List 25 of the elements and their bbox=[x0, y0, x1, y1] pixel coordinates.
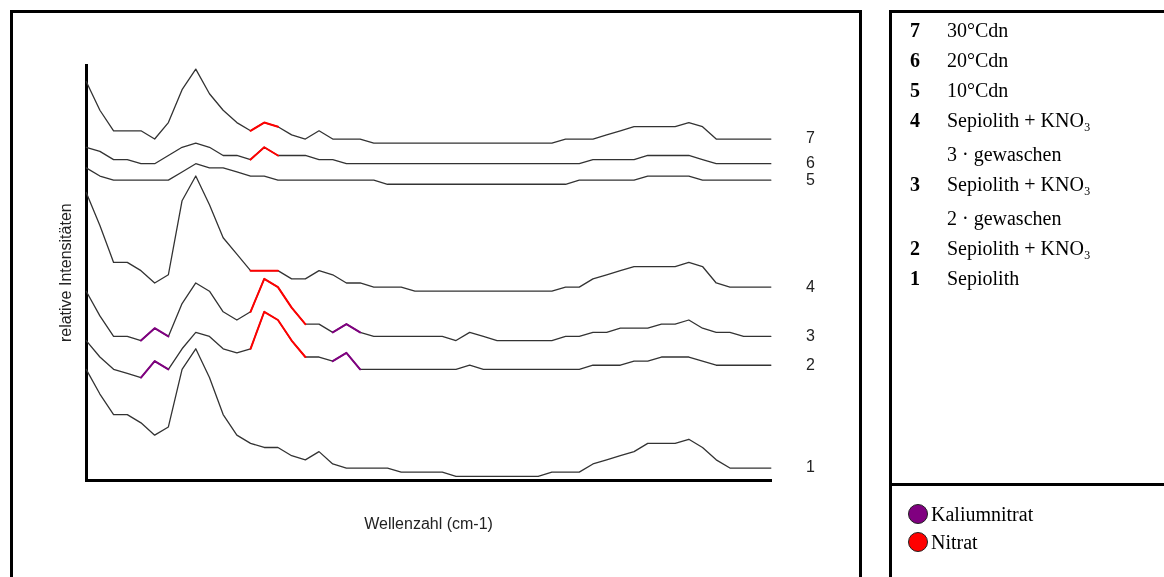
text: 7 bbox=[910, 19, 920, 41]
text: 2 bbox=[806, 355, 815, 373]
y-axis-title: relative Intensitäten bbox=[57, 203, 75, 343]
text: 4 bbox=[910, 109, 920, 131]
text: 5 bbox=[910, 79, 920, 101]
text: 1 bbox=[806, 458, 815, 476]
legend-label: Kaliumnitrat bbox=[931, 502, 1034, 526]
text: 20°Cdn bbox=[947, 48, 1009, 73]
text: 30°Cdn bbox=[947, 18, 1009, 43]
text: 4 bbox=[806, 277, 815, 295]
text: Sepiolith + KNO₃ 2 · gewaschen bbox=[947, 172, 1091, 232]
text: 5 bbox=[806, 170, 815, 188]
text: 1 bbox=[910, 267, 920, 289]
x-axis-title: Wellenzahl (cm-1) bbox=[364, 514, 493, 532]
text: 7 bbox=[806, 129, 815, 147]
text: Sepiolith bbox=[947, 266, 1020, 292]
text: 2 bbox=[910, 237, 920, 259]
text: Sepiolith + KNO₃ bbox=[947, 236, 1091, 262]
text: 3 bbox=[806, 326, 815, 344]
text: 3 bbox=[910, 173, 920, 195]
text: 6 bbox=[806, 154, 815, 172]
text: 10°Cdn bbox=[947, 78, 1009, 103]
legend-label: Nitrat bbox=[931, 530, 978, 554]
text: Sepiolith + KNO₃ 3 · gewaschen bbox=[947, 108, 1091, 168]
text: 6 bbox=[910, 49, 920, 71]
